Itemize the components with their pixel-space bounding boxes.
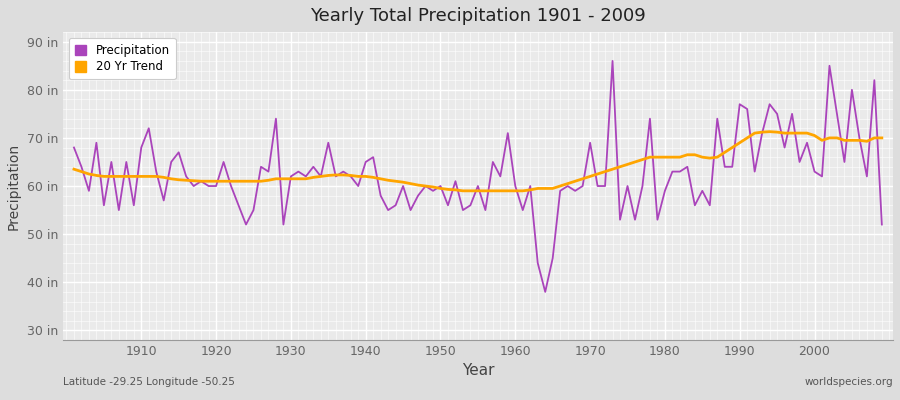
Title: Yearly Total Precipitation 1901 - 2009: Yearly Total Precipitation 1901 - 2009: [310, 7, 646, 25]
Text: worldspecies.org: worldspecies.org: [805, 377, 893, 387]
X-axis label: Year: Year: [462, 364, 494, 378]
Y-axis label: Precipitation: Precipitation: [7, 142, 21, 230]
Legend: Precipitation, 20 Yr Trend: Precipitation, 20 Yr Trend: [68, 38, 176, 79]
Text: Latitude -29.25 Longitude -50.25: Latitude -29.25 Longitude -50.25: [63, 377, 235, 387]
